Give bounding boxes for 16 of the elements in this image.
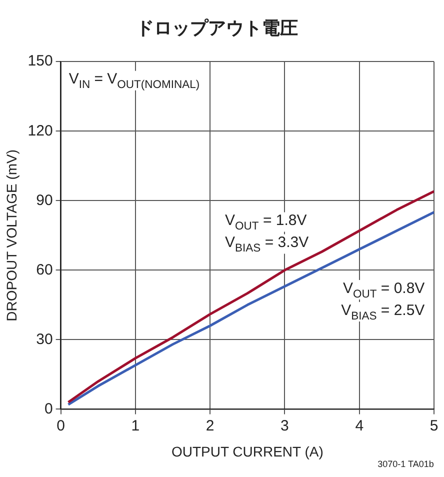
- y-tick-label: 90: [36, 192, 53, 209]
- y-tick-label: 30: [36, 330, 53, 348]
- x-tick-label: 3: [280, 417, 289, 434]
- text: 3070-1 TA01b: [378, 459, 434, 469]
- x-tick-label: 0: [56, 417, 65, 434]
- y-tick-label: 120: [28, 122, 53, 140]
- x-tick-label: 4: [355, 417, 364, 434]
- y-tick-label: 150: [28, 52, 53, 70]
- x-tick-label: 1: [131, 417, 140, 434]
- x-tick-label: 2: [206, 417, 214, 434]
- x-axis-title: OUTPUT CURRENT (A): [171, 443, 324, 460]
- y-tick-label: 0: [44, 400, 53, 418]
- y-tick-label: 60: [36, 261, 53, 278]
- x-tick-label: 5: [430, 417, 438, 434]
- chart-title: ドロップアウト電圧: [136, 18, 298, 38]
- y-axis-title: DROPOUT VOLTAGE (mV): [3, 149, 20, 322]
